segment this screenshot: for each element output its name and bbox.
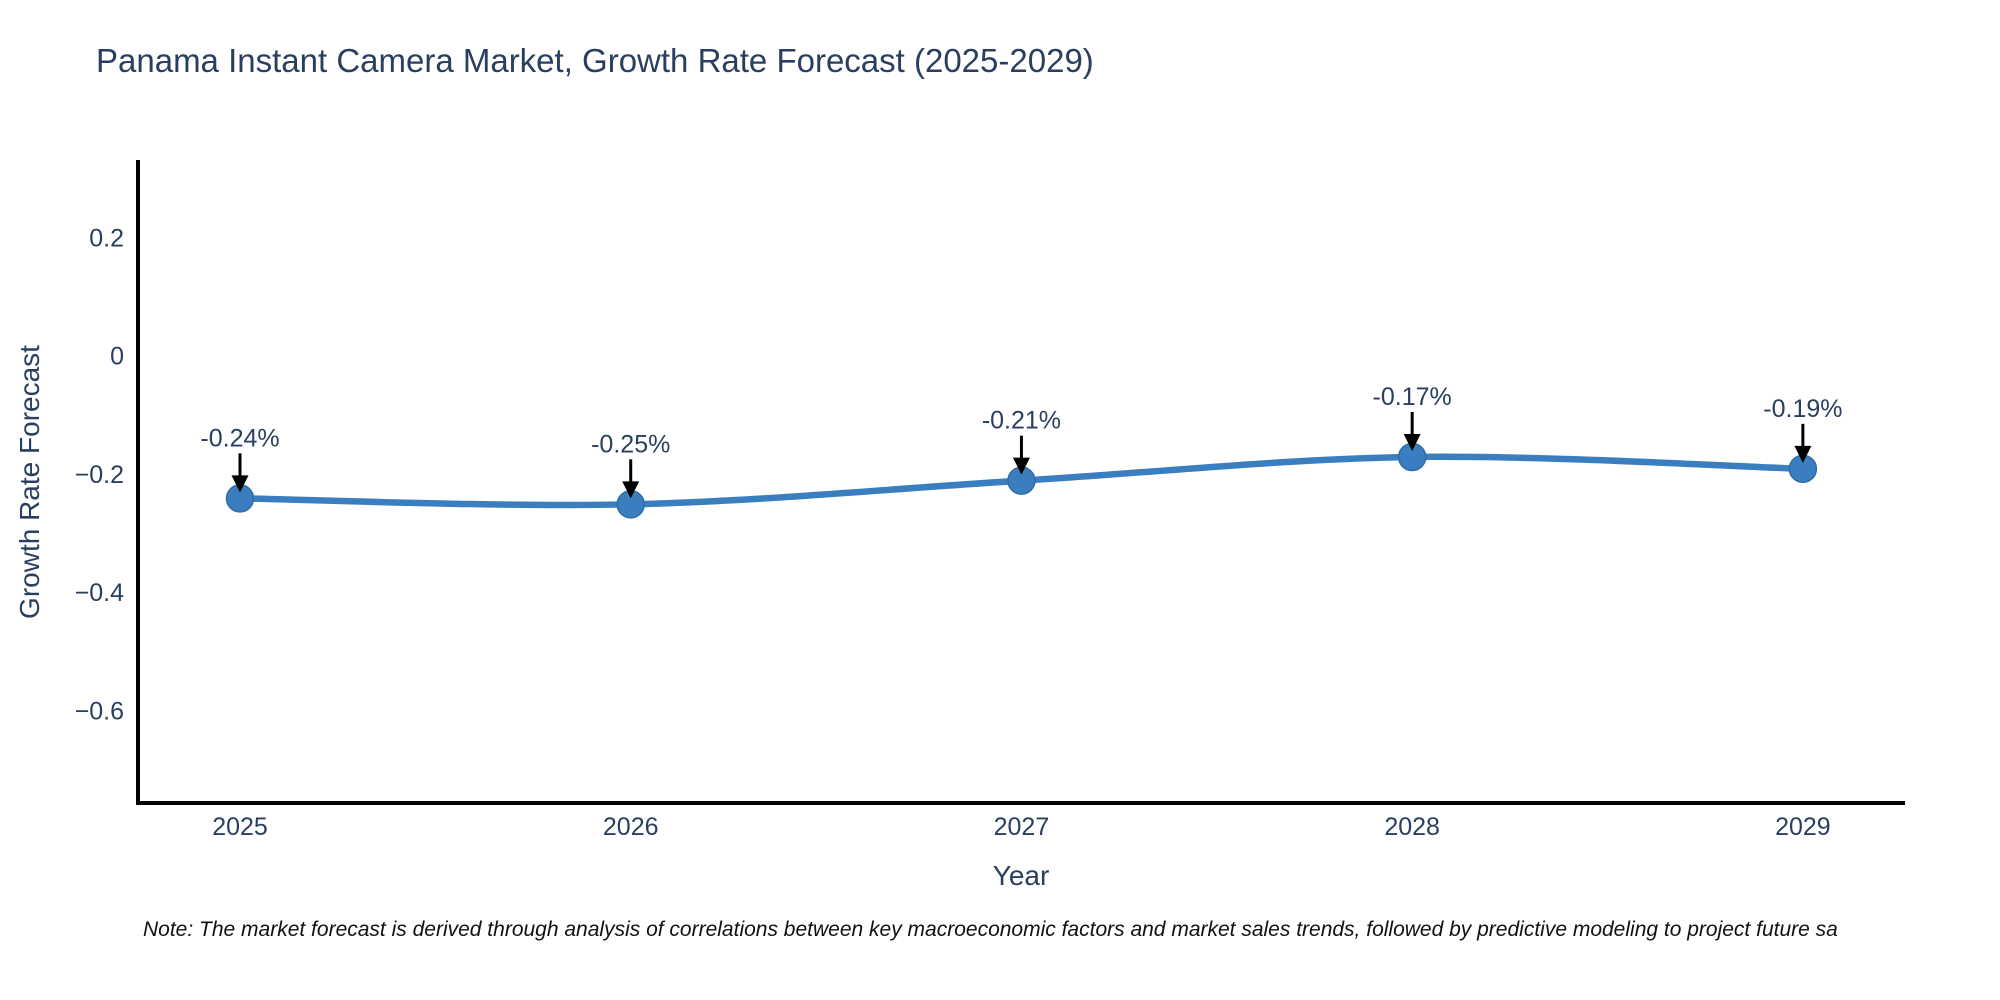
x-tick-label: 2028 (1384, 813, 1440, 841)
x-tick-label: 2025 (212, 813, 268, 841)
annotation-arrowhead (1403, 434, 1421, 452)
annotation-label: -0.24% (200, 424, 279, 452)
x-axis-title: Year (992, 860, 1050, 891)
y-tick-label: −0.4 (75, 579, 124, 607)
y-tick-label: −0.2 (75, 461, 124, 489)
x-tick-label: 2027 (994, 813, 1050, 841)
annotation-label: -0.19% (1763, 395, 1842, 423)
annotation-arrowhead (231, 475, 249, 493)
y-tick-label: 0 (110, 343, 124, 371)
annotation-arrowhead (1012, 457, 1030, 475)
annotation-label: -0.17% (1373, 383, 1452, 411)
y-tick-label: −0.6 (75, 697, 124, 725)
footnote: Note: The market forecast is derived thr… (143, 918, 1838, 941)
annotation-arrowhead (622, 481, 640, 499)
annotation-arrowhead (1794, 445, 1812, 463)
annotation-label: -0.21% (982, 407, 1061, 435)
x-tick-label: 2029 (1775, 813, 1831, 841)
x-tick-label: 2026 (603, 813, 659, 841)
y-tick-label: 0.2 (89, 224, 124, 252)
annotation-label: -0.25% (591, 430, 670, 458)
chart-title: Panama Instant Camera Market, Growth Rat… (96, 42, 1094, 79)
